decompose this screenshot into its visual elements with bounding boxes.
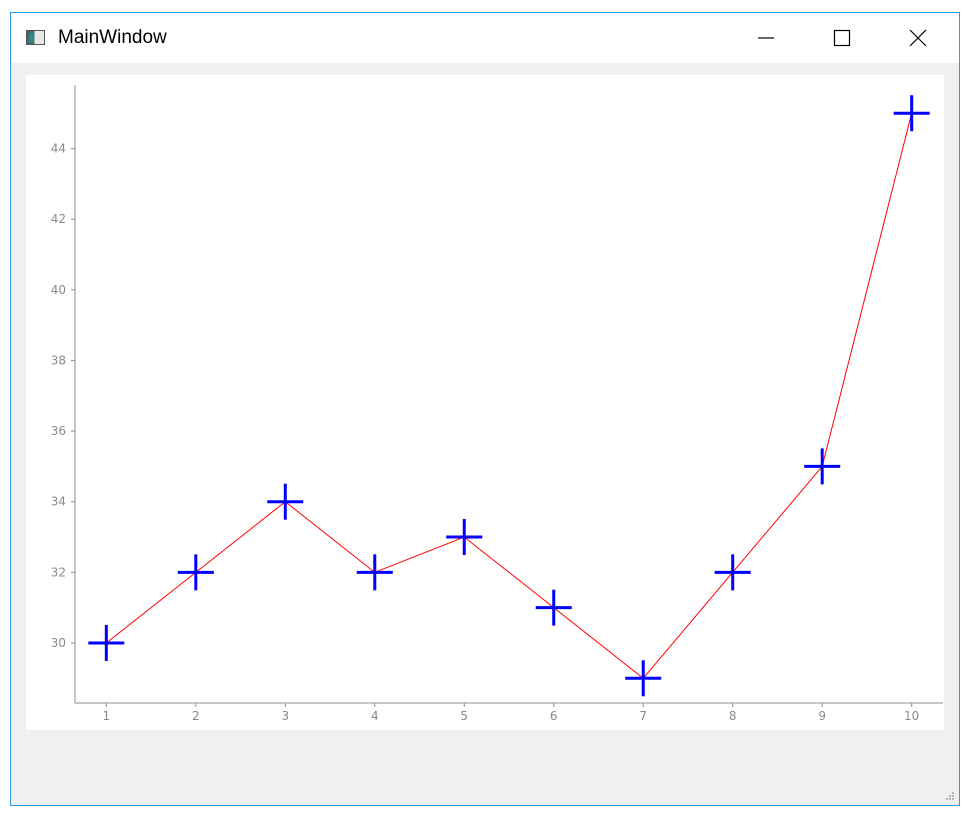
x-tick-label: 10 bbox=[904, 709, 919, 723]
data-point-marker bbox=[446, 519, 483, 556]
chart-panel: 30 32 34 36 38 40 42 44 1 2 3 4 5 6 7 8 9 10 bbox=[26, 75, 944, 730]
data-point-marker bbox=[88, 624, 125, 661]
y-tick-label: 32 bbox=[51, 565, 66, 579]
maximize-button[interactable] bbox=[808, 13, 876, 63]
y-tick-label: 30 bbox=[51, 636, 66, 650]
data-point-marker bbox=[267, 483, 304, 520]
x-tick-label: 5 bbox=[460, 709, 468, 723]
main-window: MainWindow 30 32 34 36 38 40 42 44 1 2 3 4 5 6 7 8 9 10 bbox=[10, 12, 960, 806]
close-icon bbox=[909, 29, 927, 47]
data-point-marker bbox=[356, 554, 393, 591]
x-tick-label: 7 bbox=[639, 709, 647, 723]
y-tick-label: 40 bbox=[51, 283, 66, 297]
data-point-marker bbox=[535, 589, 572, 626]
x-tick-label: 6 bbox=[550, 709, 558, 723]
data-point-marker bbox=[625, 660, 662, 697]
data-point-marker bbox=[804, 448, 841, 485]
window-title: MainWindow bbox=[58, 27, 167, 48]
data-point-marker bbox=[714, 554, 751, 591]
series-line bbox=[106, 113, 913, 679]
y-tick-label: 42 bbox=[51, 212, 66, 226]
x-tick-label: 8 bbox=[729, 709, 737, 723]
x-tick-label: 9 bbox=[818, 709, 826, 723]
y-tick-label: 44 bbox=[51, 142, 66, 156]
chart-series bbox=[106, 113, 913, 679]
chart-axes bbox=[74, 85, 943, 704]
close-button[interactable] bbox=[884, 13, 952, 63]
data-point-marker bbox=[893, 95, 930, 132]
x-tick-label: 4 bbox=[371, 709, 379, 723]
title-bar[interactable]: MainWindow bbox=[11, 13, 959, 63]
y-tick-label: 38 bbox=[51, 353, 66, 367]
app-window-icon bbox=[26, 30, 45, 45]
y-tick-label: 34 bbox=[51, 495, 66, 509]
x-tick-label: 1 bbox=[102, 709, 110, 723]
y-tick-label: 36 bbox=[51, 424, 66, 438]
data-point-marker bbox=[177, 554, 214, 591]
x-tick-label: 3 bbox=[281, 709, 289, 723]
minimize-button[interactable] bbox=[732, 13, 800, 63]
chart-markers bbox=[88, 95, 930, 697]
minimize-icon bbox=[758, 37, 774, 39]
x-tick-label: 2 bbox=[192, 709, 200, 723]
resize-grip-icon[interactable] bbox=[943, 789, 955, 801]
maximize-icon bbox=[833, 29, 851, 47]
